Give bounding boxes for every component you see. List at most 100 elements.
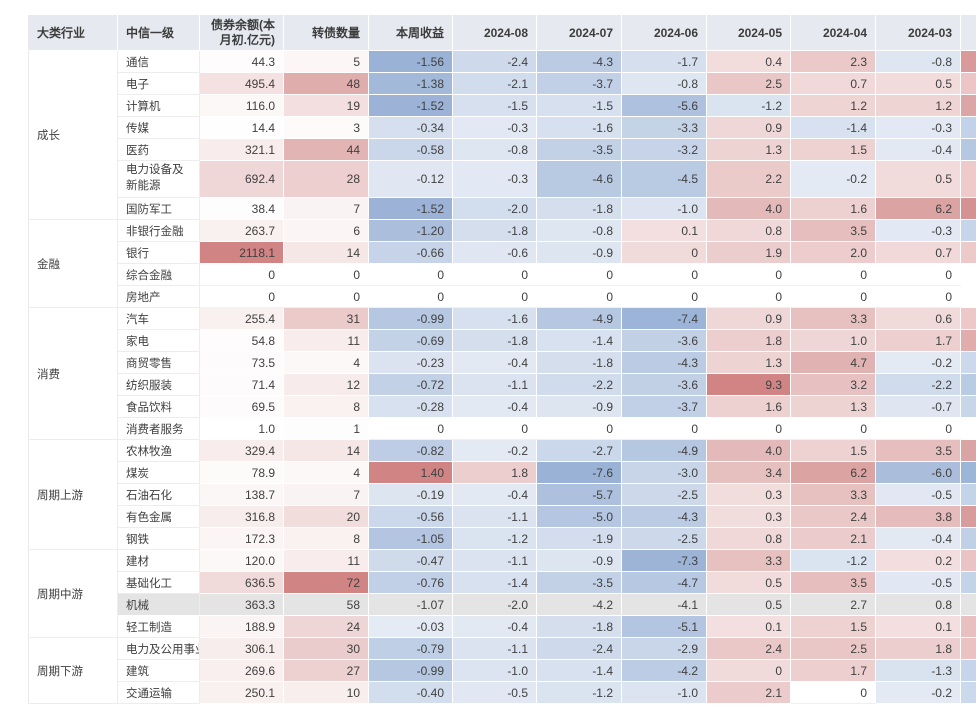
table-row[interactable]: 金融 非银行金融 263.7 6 -1.20 -1.8 -0.8 0.1 0.8 3.5 -0.3 xyxy=(28,219,976,308)
week-return-cell: -0.12 xyxy=(368,160,453,198)
table-row[interactable]: 传媒 14.4 3 -0.34 -0.3 -1.6 -3.3 0.9 -1.4 -0.3 xyxy=(29,116,976,139)
month-return-cell: -7.6 xyxy=(536,461,622,484)
table-row[interactable]: 交通运输 250.1 10 -0.40 -0.5 -1.2 -1.0 2.1 0 -0.2 xyxy=(29,681,976,704)
industry-cell: 国防军工 xyxy=(117,197,200,220)
month-return-cell: 0 xyxy=(875,417,961,440)
table-row[interactable]: 轻工制造 188.9 24 -0.03 -0.4 -1.8 -5.1 0.1 1.5 0.1 xyxy=(29,615,976,638)
col-header-balance: 债券余额(本月初.亿元) xyxy=(199,15,284,51)
month-return-cell: 0.9 xyxy=(706,116,791,139)
month-return-cell: -0.4 xyxy=(875,527,961,550)
table-row[interactable]: 国防军工 38.4 7 -1.52 -2.0 -1.8 -1.0 4.0 1.6 6.2 xyxy=(29,197,976,220)
month-return-cell: -3.7 xyxy=(621,395,707,418)
month-return-cell: -2.7 xyxy=(536,439,622,462)
table-row[interactable]: 电子 495.4 48 -1.38 -2.1 -3.7 -0.8 2.5 0.7 0.5 xyxy=(29,72,976,95)
month-return-cell: -4.2 xyxy=(536,593,622,616)
balance-cell: 316.8 xyxy=(199,505,284,528)
month-return-cell: 1.3 xyxy=(706,138,791,161)
table-row[interactable]: 煤炭 78.9 4 1.40 1.8 -7.6 -3.0 3.4 6.2 -6.0 xyxy=(29,461,976,484)
count-cell: 0 xyxy=(283,263,369,286)
month-return-cell: -2.0 xyxy=(452,197,537,220)
month-return-cell: 1.2 xyxy=(875,94,961,117)
table-row[interactable]: 周期中游 建材 120.0 11 -0.47 -1.1 -0.9 -7.3 3.3 -1.2 0.2 xyxy=(28,549,976,638)
month-return-cell: -0.5 xyxy=(452,681,537,704)
table-row[interactable]: 周期下游 电力及公用事业 306.1 30 -0.79 -1.1 -2.4 -2.9 2.4 2.… xyxy=(28,637,976,704)
month-return-cell: 4.0 xyxy=(706,439,791,462)
month-return-cell: 0 xyxy=(790,285,876,308)
month-return-cell: -1.7 xyxy=(621,50,707,73)
balance-cell: 78.9 xyxy=(199,461,284,484)
month-return-cell: -0.8 xyxy=(875,50,961,73)
partial-next-column-cell xyxy=(960,94,976,117)
month-return-cell: -3.5 xyxy=(536,138,622,161)
table-row[interactable]: 建筑 269.6 27 -0.99 -1.0 -1.4 -4.2 0 1.7 -1.3 xyxy=(29,659,976,682)
col-header-week-return: 本周收益 xyxy=(368,15,453,51)
week-return-cell: -0.56 xyxy=(368,505,453,528)
table-row[interactable]: 商贸零售 73.5 4 -0.23 -0.4 -1.8 -4.3 1.3 4.7 -0.2 xyxy=(29,351,976,374)
month-return-cell: 3.3 xyxy=(706,549,791,572)
table-row[interactable]: 机械 363.3 58 -1.07 -2.0 -4.2 -4.1 0.5 2.7 0.8 xyxy=(29,593,976,616)
table-row[interactable]: 综合金融 0 0 0 0 0 0 0 0 0 xyxy=(29,263,976,286)
table-row[interactable]: 房地产 0 0 0 0 0 0 0 0 0 xyxy=(29,285,976,308)
balance-cell: 321.1 xyxy=(199,138,284,161)
partial-next-column-cell xyxy=(960,329,976,352)
month-return-cell: 2.1 xyxy=(706,681,791,704)
month-return-cell: 3.3 xyxy=(790,483,876,506)
partial-next-column-cell xyxy=(960,439,976,462)
table-row[interactable]: 医药 321.1 44 -0.58 -0.8 -3.5 -3.2 1.3 1.5 -0.4 xyxy=(29,138,976,161)
table-row[interactable]: 家电 54.8 11 -0.69 -1.8 -1.4 -3.6 1.8 1.0 1.7 xyxy=(29,329,976,352)
balance-cell: 306.1 xyxy=(199,637,284,660)
industry-cell: 建筑 xyxy=(117,659,200,682)
table-row[interactable]: 消费者服务 1.0 1 0 0 0 0 0 0 0 xyxy=(29,417,976,440)
table-row[interactable]: 周期上游 农林牧渔 329.4 14 -0.82 -0.2 -2.7 -4.9 4.0 1.5 3.… xyxy=(28,439,976,550)
table-row[interactable]: 石油石化 138.7 7 -0.19 -0.4 -5.7 -2.5 0.3 3.3 -0.5 xyxy=(29,483,976,506)
month-return-cell: -2.2 xyxy=(536,373,622,396)
month-return-cell: -3.7 xyxy=(536,72,622,95)
month-return-cell: 0.3 xyxy=(706,483,791,506)
balance-cell: 0 xyxy=(199,263,284,286)
month-return-cell: -4.6 xyxy=(536,160,622,198)
month-return-cell: -1.1 xyxy=(452,505,537,528)
table-row[interactable]: 食品饮料 69.5 8 -0.28 -0.4 -0.9 -3.7 1.6 1.3 -0.7 xyxy=(29,395,976,418)
week-return-cell: -0.79 xyxy=(368,637,453,660)
industry-cell: 医药 xyxy=(117,138,200,161)
col-header-count: 转债数量 xyxy=(283,15,369,51)
balance-cell: 269.6 xyxy=(199,659,284,682)
month-return-cell: 0 xyxy=(790,263,876,286)
table-row[interactable]: 计算机 116.0 19 -1.52 -1.5 -1.5 -5.6 -1.2 1.2 1.2 xyxy=(29,94,976,117)
month-return-cell: 1.9 xyxy=(706,241,791,264)
month-return-cell: 0 xyxy=(621,263,707,286)
week-return-cell: -0.66 xyxy=(368,241,453,264)
week-return-cell: 0 xyxy=(368,285,453,308)
week-return-cell: -0.72 xyxy=(368,373,453,396)
count-cell: 19 xyxy=(283,94,369,117)
industry-cell: 银行 xyxy=(117,241,200,264)
month-return-cell: -4.1 xyxy=(621,593,707,616)
table-row[interactable]: 电力设备及新能源 692.4 28 -0.12 -0.3 -4.6 -4.5 2.2 -0.2 0… xyxy=(29,160,976,198)
month-return-cell: -2.1 xyxy=(452,72,537,95)
month-return-cell: -0.5 xyxy=(875,571,961,594)
table-row[interactable]: 有色金属 316.8 20 -0.56 -1.1 -5.0 -4.3 0.3 2.4 3.8 xyxy=(29,505,976,528)
balance-cell: 329.4 xyxy=(199,439,284,462)
table-row[interactable]: 基础化工 636.5 72 -0.76 -1.4 -3.5 -4.7 0.5 3.5 -0.5 xyxy=(29,571,976,594)
month-return-cell: 0.9 xyxy=(706,307,791,330)
table-row[interactable]: 纺织服装 71.4 12 -0.72 -1.1 -2.2 -3.6 9.3 3.2 -2.2 xyxy=(29,373,976,396)
partial-next-column-cell xyxy=(960,593,976,616)
month-return-cell: 2.7 xyxy=(790,593,876,616)
week-return-cell: -1.05 xyxy=(368,527,453,550)
week-return-cell: 0 xyxy=(368,417,453,440)
balance-cell: 44.3 xyxy=(199,50,284,73)
week-return-cell: -0.19 xyxy=(368,483,453,506)
month-return-cell: -2.0 xyxy=(452,593,537,616)
month-return-cell: -2.4 xyxy=(452,50,537,73)
month-return-cell: 2.4 xyxy=(790,505,876,528)
month-return-cell: 0.3 xyxy=(706,505,791,528)
table-row[interactable]: 钢铁 172.3 8 -1.05 -1.2 -1.9 -2.5 0.8 2.1 -0.4 xyxy=(29,527,976,550)
table-row[interactable]: 银行 2118.1 14 -0.66 -0.6 -0.9 0 1.9 2.0 0.7 xyxy=(29,241,976,264)
month-return-cell: -0.2 xyxy=(790,160,876,198)
table-row[interactable]: 成长 通信 44.3 5 -1.56 -2.4 -4.3 -1.7 0.4 2.3 -0.8 xyxy=(28,50,976,220)
month-return-cell: -1.3 xyxy=(875,659,961,682)
table-row[interactable]: 消费 汽车 255.4 31 -0.99 -1.6 -4.9 -7.4 0.9 3.3 0.6 xyxy=(28,307,976,440)
month-return-cell: 0 xyxy=(706,285,791,308)
month-return-cell: 1.0 xyxy=(790,329,876,352)
week-return-cell: -0.69 xyxy=(368,329,453,352)
